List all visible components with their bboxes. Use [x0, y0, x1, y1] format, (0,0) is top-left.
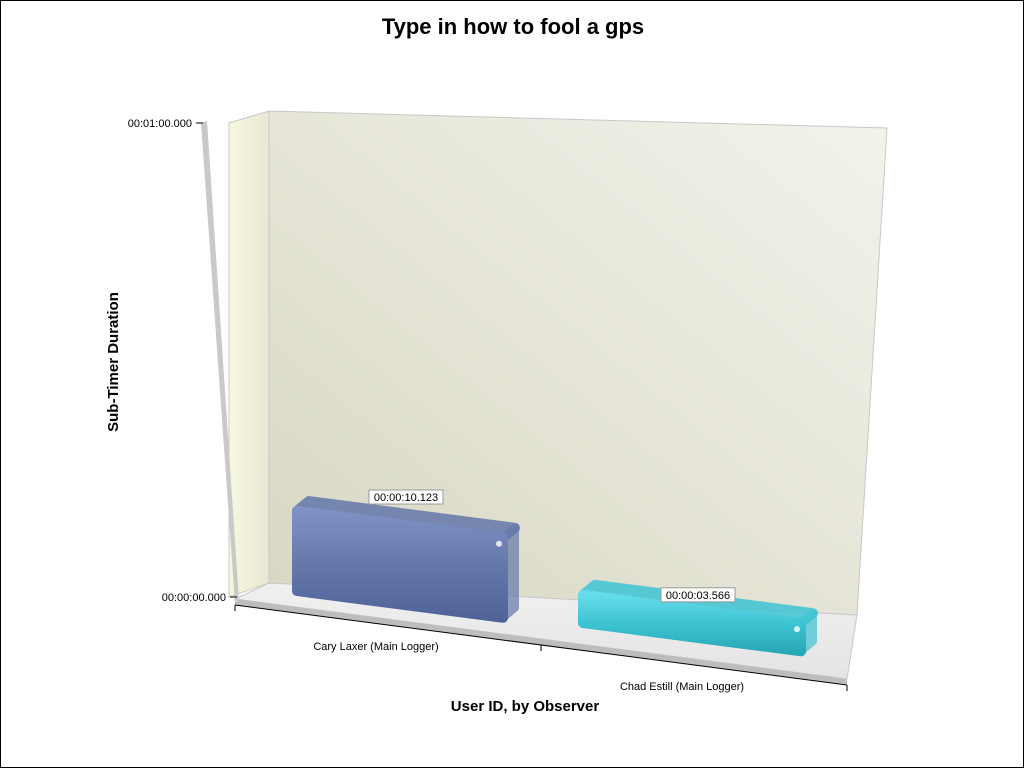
bar-highlight	[794, 626, 800, 633]
y-axis-title: Sub-Timer Duration	[105, 292, 122, 432]
data-label-text: 00:00:03.566	[666, 590, 730, 602]
chart-title: Type in how to fool a gps	[382, 14, 644, 39]
y-tick-label: 00:00:00.000	[162, 592, 226, 604]
bar	[292, 496, 520, 623]
bar-highlight	[496, 540, 502, 547]
bar-front-face	[578, 589, 806, 657]
data-label-text: 00:00:10.123	[374, 492, 438, 504]
floor-front-edge	[235, 599, 847, 685]
data-label: 00:00:10.123	[368, 489, 444, 505]
bars-group	[292, 496, 818, 657]
bar-front-face	[292, 506, 508, 623]
data-label-box	[660, 587, 736, 603]
x-axis-title: User ID, by Observer	[451, 698, 600, 715]
x-tick-label: Cary Laxer (Main Logger)	[313, 641, 438, 653]
y-tick-label: 00:01:00.000	[128, 118, 192, 130]
x-tick-label: Chad Estill (Main Logger)	[620, 681, 744, 693]
data-label: 00:00:03.566	[660, 587, 736, 603]
left-wall	[228, 110, 270, 598]
data-label-box	[368, 489, 444, 505]
axis-ticks: 00:00:00.000 00:01:00.000 Cary Laxer (Main…	[128, 118, 848, 693]
bar	[578, 579, 818, 657]
y-axis-wall-edge	[201, 121, 239, 603]
data-labels-group: 00:00:10.123 00:00:03.566	[368, 489, 736, 603]
